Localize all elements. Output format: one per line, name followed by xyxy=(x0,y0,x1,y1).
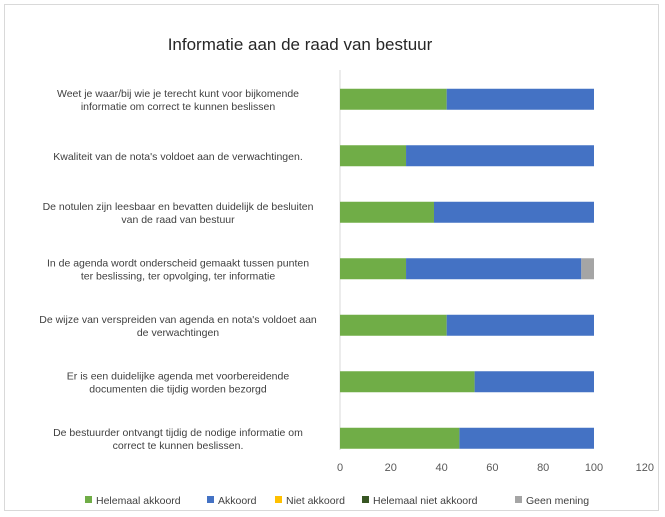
x-tick-label: 60 xyxy=(486,462,498,474)
legend-swatch xyxy=(275,496,282,503)
x-tick-label: 0 xyxy=(337,462,343,474)
bar-segment xyxy=(340,371,475,393)
category-label: De notulen zijn leesbaar en bevatten dui… xyxy=(43,201,314,226)
x-tick-label: 120 xyxy=(636,462,654,474)
category-label: Weet je waar/bij wie je terecht kunt voo… xyxy=(57,88,299,113)
bar-segment xyxy=(459,427,594,449)
x-tick-label: 40 xyxy=(435,462,447,474)
bar-segment xyxy=(340,201,434,223)
bar-segment xyxy=(340,314,447,336)
legend: Helemaal akkoord Akkoord Niet akkoord Helem… xyxy=(85,495,589,507)
bar-segment xyxy=(433,201,594,223)
category-label: Kwaliteit van de nota's voldoet aan de v… xyxy=(53,151,303,163)
chart-frame xyxy=(4,4,659,511)
bar-segment xyxy=(406,258,582,280)
legend-swatch xyxy=(515,496,522,503)
bar-segment xyxy=(406,145,594,167)
bar-segment xyxy=(340,258,407,280)
bar-segment xyxy=(340,88,447,110)
bars xyxy=(340,88,594,449)
category-label: De wijze van verspreiden van agenda en n… xyxy=(39,314,317,339)
x-tick-label: 80 xyxy=(537,462,549,474)
bar-segment xyxy=(446,314,594,336)
legend-label: Geen mening xyxy=(526,495,589,507)
bar-segment xyxy=(446,88,594,110)
legend-label: Niet akkoord xyxy=(286,495,345,507)
legend-swatch xyxy=(85,496,92,503)
bar-segment xyxy=(581,258,594,280)
bar-segment xyxy=(340,145,407,167)
x-tick-labels: 0 20 40 60 80 100 120 xyxy=(337,462,654,474)
legend-swatch xyxy=(207,496,214,503)
legend-label: Helemaal akkoord xyxy=(96,495,181,507)
bar-segment xyxy=(340,427,460,449)
x-tick-label: 20 xyxy=(385,462,397,474)
legend-swatch xyxy=(362,496,369,503)
category-label: De bestuurder ontvangt tijdig de nodige … xyxy=(53,427,303,452)
category-labels: Weet je waar/bij wie je terecht kunt voo… xyxy=(39,88,317,452)
category-label: In de agenda wordt onderscheid gemaakt t… xyxy=(47,257,309,282)
bar-segment xyxy=(474,371,594,393)
category-label: Er is een duidelijke agenda met voorbere… xyxy=(67,370,290,395)
legend-label: Akkoord xyxy=(218,495,257,507)
legend-label: Helemaal niet akkoord xyxy=(373,495,478,507)
x-tick-label: 100 xyxy=(585,462,603,474)
chart-title: Informatie aan de raad van bestuur xyxy=(168,35,433,54)
